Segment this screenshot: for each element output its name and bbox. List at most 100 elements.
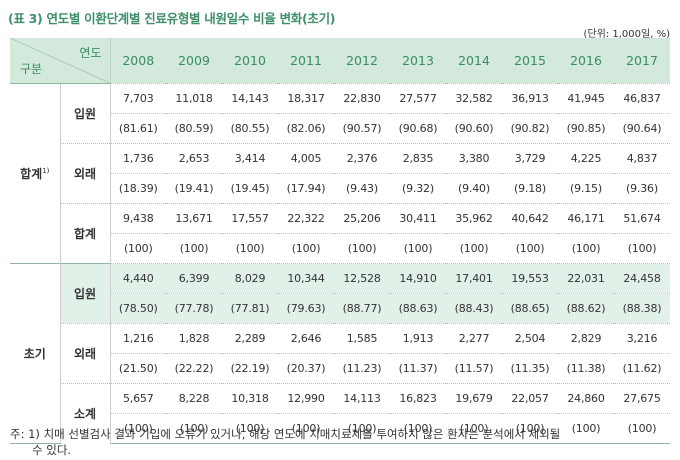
percent-cell: (100) <box>390 232 446 263</box>
value-cell: 22,057 <box>502 382 558 413</box>
value-cell: 2,646 <box>278 322 334 353</box>
percent-cell: (19.45) <box>222 172 278 203</box>
value-cell: 22,031 <box>558 262 614 293</box>
percent-cell: (88.63) <box>390 292 446 323</box>
value-cell: 6,399 <box>166 262 222 293</box>
percent-cell: (100) <box>110 412 166 444</box>
table-row: (100) (100) (100) (100) (100) (100) (100) (100)… <box>10 232 670 263</box>
value-cell: 2,277 <box>446 322 502 353</box>
percent-cell: (11.62) <box>614 352 670 383</box>
table-row: 초기 입원 4,440 6,399 8,029 10,344 12,528 14,910 17,… <box>10 262 670 444</box>
percent-cell: (100) <box>446 412 502 444</box>
percent-cell: (17.94) <box>278 172 334 203</box>
table-row: (78.50) (77.78) (77.81) (79.63) (88.77) (88.6… <box>10 292 670 323</box>
year-header: 2017 <box>614 38 670 83</box>
value-cell: 3,380 <box>446 142 502 173</box>
table-row: 소계 5,657 8,228 10,318 12,990 14,113 16,823 19,6… <box>10 382 670 443</box>
group-label: 초기 <box>23 346 46 361</box>
corner-year-label: 연도 <box>79 46 102 60</box>
diagonal-line <box>10 38 109 83</box>
value-cell: 16,823 <box>390 382 446 413</box>
value-cell: 46,837 <box>614 82 670 113</box>
value-cell: 1,216 <box>110 322 166 353</box>
percent-cell: (100) <box>166 232 222 263</box>
value-cell: 32,582 <box>446 82 502 113</box>
data-table: 연도 구분 2008 2009 2010 2011 2012 2013 2014… <box>10 38 670 444</box>
percent-cell: (79.63) <box>278 292 334 323</box>
value-cell: 19,553 <box>502 262 558 293</box>
percent-cell: (90.60) <box>446 112 502 143</box>
value-cell: 25,206 <box>334 202 390 233</box>
percent-cell: (100) <box>166 412 222 444</box>
value-cell: 14,113 <box>334 382 390 413</box>
percent-cell: (9.18) <box>502 172 558 203</box>
value-cell: 30,411 <box>390 202 446 233</box>
row-label: 외래 <box>59 322 111 383</box>
value-cell: 3,414 <box>222 142 278 173</box>
table-row: 외래 1,216 1,828 2,289 2,646 1,585 1,913 2,277 2,5… <box>10 322 670 383</box>
row-label: 소계 <box>59 382 111 443</box>
unit-label: (단위: 1,000일, %) <box>583 29 670 40</box>
footnote: 주: 1) 치매 선별검사 결과 기입에 오류가 있거나, 해당 연도에 치매치… <box>10 426 675 458</box>
value-cell: 10,344 <box>278 262 334 293</box>
value-cell: 5,657 <box>110 382 166 413</box>
group-label: 합계 <box>20 166 43 181</box>
value-cell: 35,962 <box>446 202 502 233</box>
value-cell: 12,990 <box>278 382 334 413</box>
percent-cell: (18.39) <box>110 172 166 203</box>
value-cell: 14,143 <box>222 82 278 113</box>
percent-cell: (11.23) <box>334 352 390 383</box>
row-label: 입원 <box>59 262 111 323</box>
year-header: 2008 <box>110 38 166 83</box>
percent-cell: (9.40) <box>446 172 502 203</box>
percent-cell: (88.43) <box>446 292 502 323</box>
value-cell: 51,674 <box>614 202 670 233</box>
year-header: 2015 <box>502 38 558 83</box>
value-cell: 27,675 <box>614 382 670 413</box>
corner-category-label: 구분 <box>20 61 43 76</box>
value-cell: 4,225 <box>558 142 614 173</box>
value-cell: 24,458 <box>614 262 670 293</box>
percent-cell: (77.78) <box>166 292 222 323</box>
percent-cell: (9.32) <box>390 172 446 203</box>
value-cell: 2,653 <box>166 142 222 173</box>
year-header: 2010 <box>222 38 278 83</box>
value-cell: 4,440 <box>110 262 166 293</box>
value-cell: 46,171 <box>558 202 614 233</box>
year-header: 2013 <box>390 38 446 83</box>
value-cell: 1,913 <box>390 322 446 353</box>
value-cell: 1,828 <box>166 322 222 353</box>
value-cell: 18,317 <box>278 82 334 113</box>
percent-cell: (9.15) <box>558 172 614 203</box>
percent-cell: (80.59) <box>166 112 222 143</box>
header-row: 연도 구분 2008 2009 2010 2011 2012 2013 2014… <box>10 38 670 83</box>
value-cell: 22,830 <box>334 82 390 113</box>
percent-cell: (78.50) <box>110 292 166 323</box>
table-title: (표 3) 연도별 이환단계별 진료유형별 내원일수 비율 변화(초기) <box>8 11 336 26</box>
percent-cell: (9.43) <box>334 172 390 203</box>
percent-cell: (100) <box>558 412 614 444</box>
percent-cell: (11.35) <box>502 352 558 383</box>
value-cell: 2,376 <box>334 142 390 173</box>
percent-cell: (11.57) <box>446 352 502 383</box>
row-label: 외래 <box>59 142 111 203</box>
group-footnote-mark: 1) <box>42 166 50 175</box>
value-cell: 22,322 <box>278 202 334 233</box>
percent-cell: (9.36) <box>614 172 670 203</box>
percent-cell: (100) <box>334 412 390 444</box>
percent-cell: (100) <box>278 232 334 263</box>
group-label-cell: 합계1) <box>10 82 60 263</box>
percent-cell: (19.41) <box>166 172 222 203</box>
footnote-line: 주: 1) 치매 선별검사 결과 기입에 오류가 있거나, 해당 연도에 치매치… <box>10 427 561 441</box>
percent-cell: (100) <box>614 412 670 444</box>
value-cell: 36,913 <box>502 82 558 113</box>
percent-cell: (90.57) <box>334 112 390 143</box>
year-header: 2012 <box>334 38 390 83</box>
value-cell: 7,703 <box>110 82 166 113</box>
year-header: 2011 <box>278 38 334 83</box>
percent-cell: (100) <box>502 232 558 263</box>
value-cell: 3,216 <box>614 322 670 353</box>
value-cell: 11,018 <box>166 82 222 113</box>
value-cell: 13,671 <box>166 202 222 233</box>
value-cell: 2,504 <box>502 322 558 353</box>
